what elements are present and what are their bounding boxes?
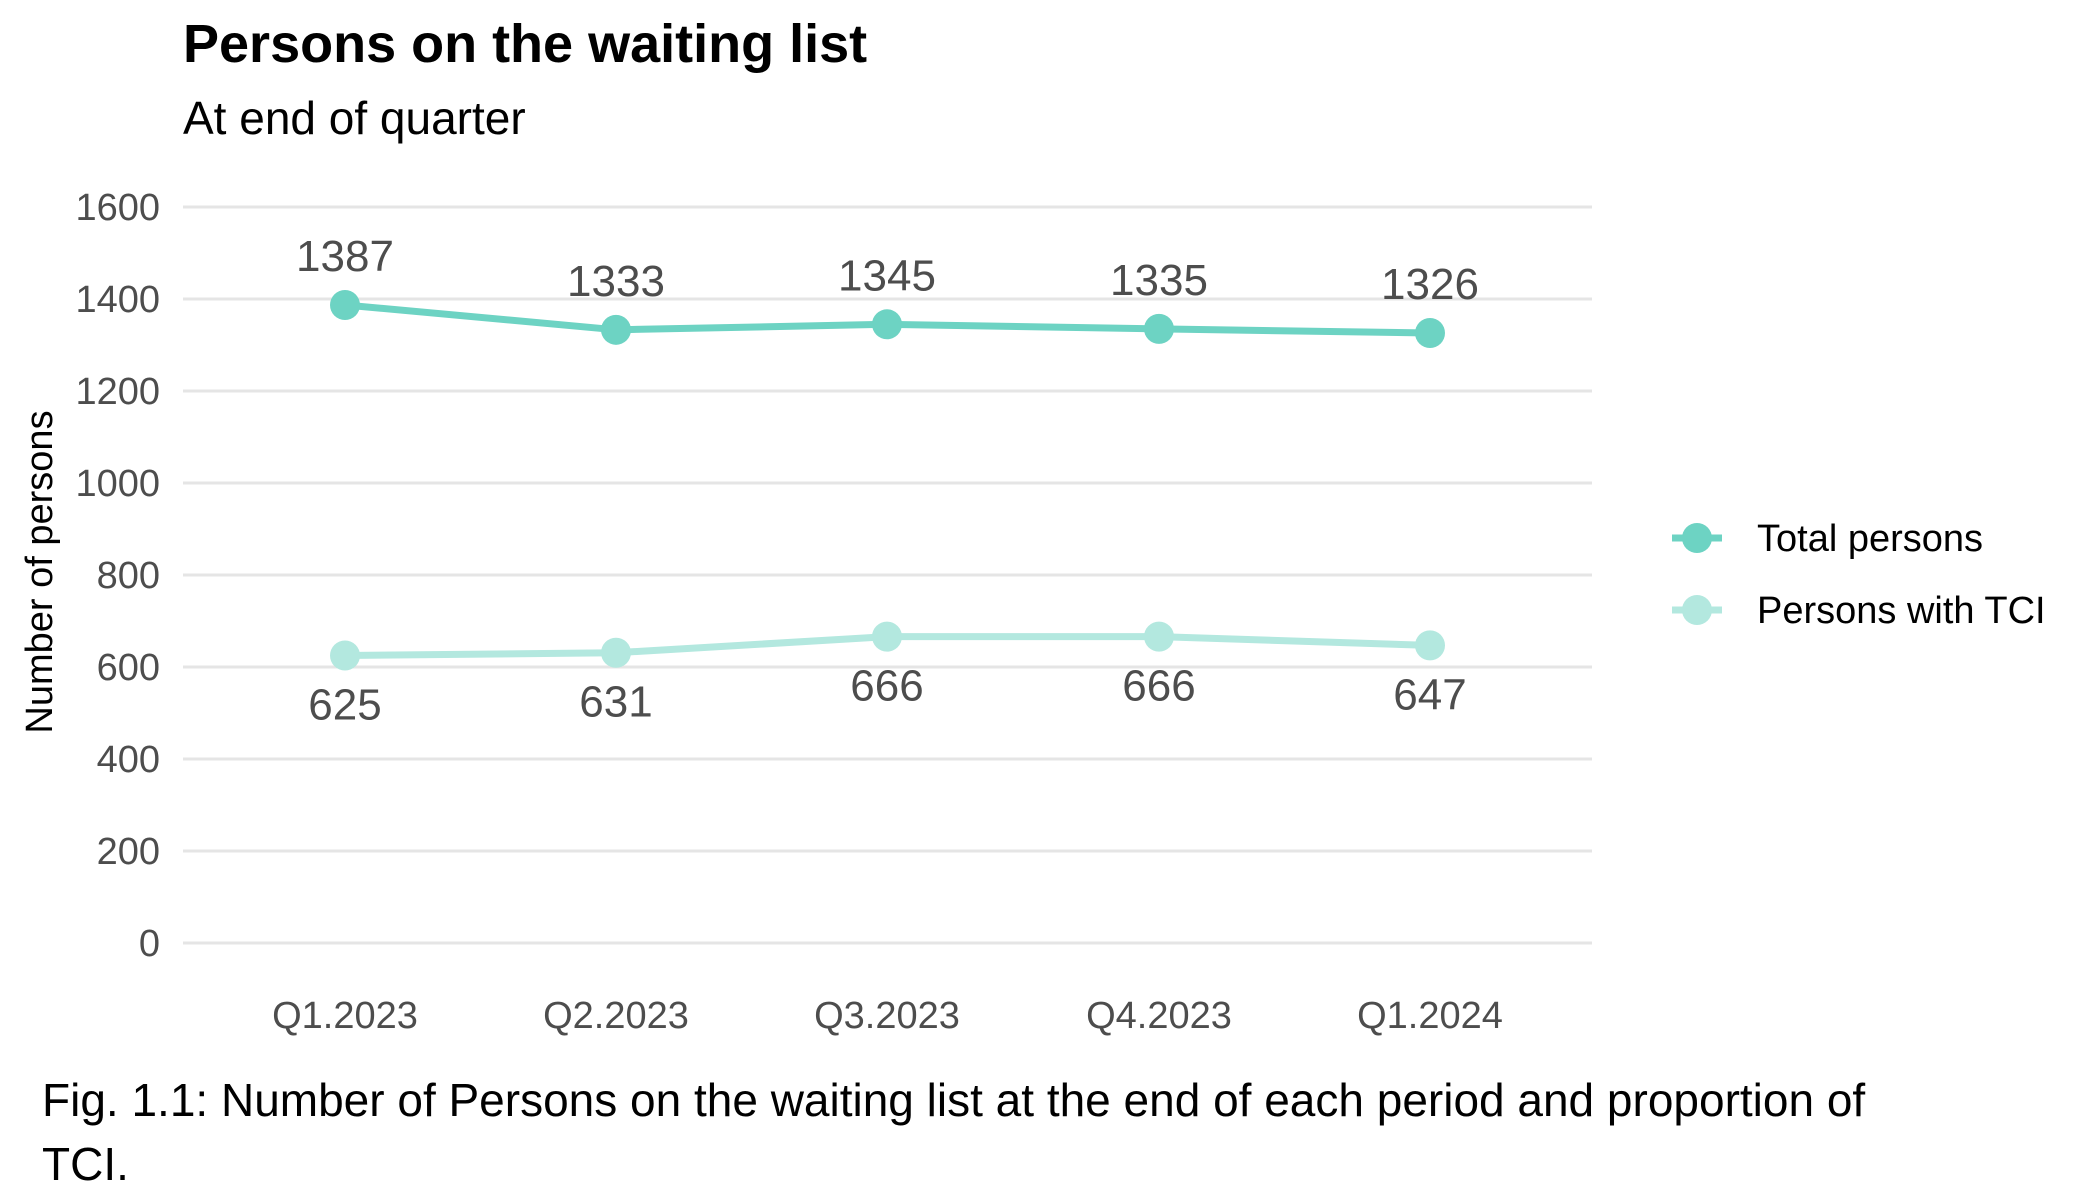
y-tick-label: 1000 [75, 463, 160, 505]
data-point [601, 637, 631, 668]
y-tick-label: 1600 [75, 187, 160, 229]
legend-point-swatch [1682, 523, 1712, 553]
data-point [872, 621, 902, 652]
legend-point-swatch [1682, 595, 1712, 625]
y-tick-label: 200 [97, 831, 160, 873]
data-point [601, 314, 631, 345]
chart-subtitle: At end of quarter [183, 92, 526, 144]
data-point [330, 289, 360, 320]
y-tick-label: 0 [139, 923, 160, 965]
data-label: 1333 [567, 257, 665, 306]
y-tick-labels: 0 200 400 600 800 1000 1200 1400 1600 [75, 187, 160, 965]
x-tick-label: Q1.2024 [1357, 995, 1503, 1037]
data-label: 625 [308, 681, 381, 730]
chart-title: Persons on the waiting list [183, 14, 867, 74]
y-gridlines [183, 205, 1592, 945]
data-point [1144, 313, 1174, 344]
y-tick-label: 800 [97, 555, 160, 597]
data-label: 666 [1122, 662, 1195, 711]
figure-caption-line-2: TCI. [42, 1138, 129, 1190]
legend: Total persons Persons with TCI [1672, 518, 2046, 632]
y-axis-title: Number of persons [19, 410, 61, 733]
x-tick-labels: Q1.2023 Q2.2023 Q3.2023 Q4.2023 Q1.2024 [272, 995, 1503, 1037]
x-tick-label: Q3.2023 [814, 995, 960, 1037]
data-point [872, 309, 902, 340]
data-label: 631 [579, 678, 652, 727]
data-point [1144, 621, 1174, 652]
data-series [330, 289, 1445, 671]
y-tick-label: 1200 [75, 371, 160, 413]
y-tick-label: 1400 [75, 279, 160, 321]
data-label: 647 [1393, 670, 1466, 719]
x-tick-label: Q1.2023 [272, 995, 418, 1037]
x-tick-label: Q2.2023 [543, 995, 689, 1037]
data-label: 1387 [296, 232, 394, 281]
data-label: 1345 [838, 251, 936, 300]
legend-label: Persons with TCI [1757, 590, 2046, 632]
y-tick-label: 400 [97, 739, 160, 781]
data-labels: 1387 1333 1345 1335 1326 625 631 666 666 647 [296, 232, 1479, 730]
data-label: 1326 [1381, 260, 1479, 309]
figure-caption-line-1: Fig. 1.1: Number of Persons on the waiti… [42, 1074, 1865, 1126]
y-tick-label: 600 [97, 647, 160, 689]
data-label: 1335 [1110, 256, 1208, 305]
x-tick-label: Q4.2023 [1086, 995, 1232, 1037]
data-point [1415, 318, 1445, 349]
data-label: 666 [850, 662, 923, 711]
data-point [330, 640, 360, 671]
data-point [1415, 630, 1445, 661]
legend-label: Total persons [1757, 518, 1983, 560]
